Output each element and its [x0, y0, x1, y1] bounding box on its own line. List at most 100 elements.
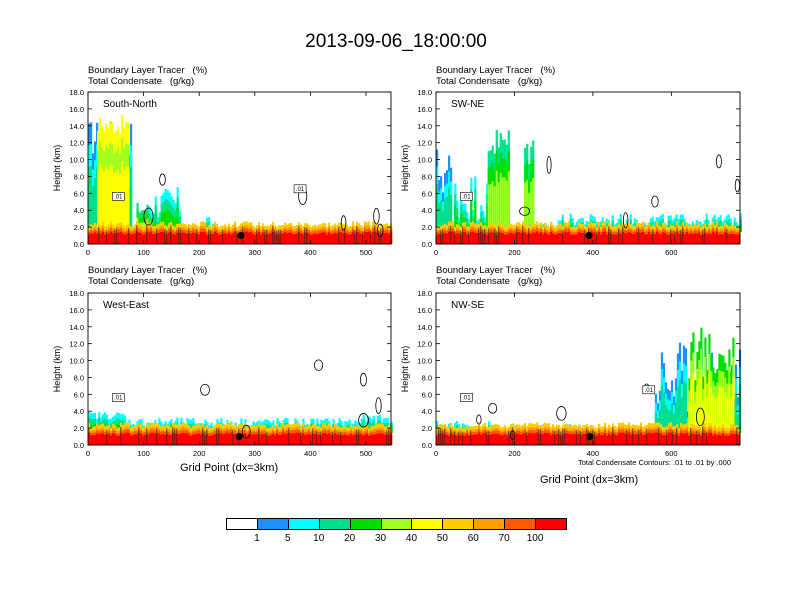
tracer-cell — [332, 233, 335, 244]
tracer-cell — [200, 231, 203, 244]
tracer-cell — [498, 434, 501, 445]
condensate-contour — [498, 226, 500, 244]
tracer-cell — [312, 234, 315, 244]
x-tick-label: 0 — [434, 449, 438, 458]
tracer-cell — [730, 433, 733, 445]
tracer-cell — [492, 433, 495, 445]
y-tick-label: 16.0 — [69, 105, 84, 114]
condensate-contour — [651, 195, 659, 208]
condensate-contour — [146, 225, 148, 244]
tracer-cell — [712, 435, 715, 445]
tracer-cell — [110, 231, 113, 244]
y-tick-label: 2.0 — [422, 424, 432, 433]
tracer-cell — [514, 233, 517, 244]
y-tick-label: 6.0 — [422, 390, 432, 399]
tracer-cell — [186, 233, 189, 244]
tracer-cell — [386, 232, 389, 244]
tracer-cell — [512, 233, 515, 244]
condensate-contour — [178, 227, 180, 244]
tracer-cell — [606, 234, 609, 244]
condensate-contour — [622, 212, 629, 229]
tracer-cell — [712, 231, 715, 244]
tracer-cell — [716, 231, 719, 244]
tracer-cell — [212, 233, 215, 244]
condensate-contour — [612, 427, 614, 445]
panel-label: South-North — [103, 99, 157, 110]
y-tick-label: 4.0 — [422, 206, 432, 215]
tracer-cell — [154, 213, 157, 232]
tracer-cell — [630, 434, 633, 445]
tracer-cell — [104, 234, 107, 244]
tracer-cell — [686, 432, 689, 445]
tracer-cell — [572, 234, 575, 244]
tracer-cell — [480, 434, 483, 445]
colorbar-cell — [349, 518, 382, 530]
tracer-cell — [592, 232, 595, 244]
tracer-cell — [164, 208, 167, 232]
tracer-cell — [730, 233, 733, 244]
tracer-cell — [108, 233, 111, 244]
tracer-cell — [648, 432, 651, 445]
condensate-contour — [374, 225, 376, 244]
tracer-cell — [472, 434, 475, 445]
colorbar-cell — [256, 518, 289, 530]
tracer-cell — [614, 434, 617, 445]
tracer-cell — [500, 435, 503, 445]
tracer-cell — [640, 232, 643, 244]
x-tick-label: 100 — [137, 248, 150, 257]
condensate-contour — [208, 229, 210, 244]
tracer-cell — [662, 232, 665, 244]
tracer-cell — [132, 234, 135, 244]
condensate-contour — [658, 426, 660, 445]
tracer-cell — [634, 434, 637, 445]
tracer-cell — [444, 198, 447, 232]
condensate-contour — [276, 230, 278, 244]
tracer-cell — [708, 432, 711, 445]
tracer-cell — [526, 234, 529, 244]
panel-label: SW-NE — [451, 99, 484, 110]
tracer-cell — [594, 232, 597, 244]
tracer-cell — [310, 234, 313, 244]
condensate-contour — [522, 225, 524, 244]
tracer-cell — [598, 231, 601, 244]
condensate-contour — [278, 229, 280, 244]
tracer-cell — [290, 232, 293, 244]
colorbar-cell — [226, 518, 258, 530]
tracer-cell — [698, 434, 701, 445]
tracer-cell — [718, 234, 721, 244]
contour-label-box — [293, 184, 307, 194]
tracer-cell — [664, 435, 667, 445]
tracer-cell — [724, 435, 727, 445]
tracer-cell — [101, 168, 104, 232]
condensate-contour — [638, 227, 640, 244]
tracer-cell — [190, 233, 193, 244]
tracer-cell — [722, 433, 725, 445]
tracer-cell — [688, 435, 691, 445]
tracer-cell — [620, 233, 623, 244]
tracer-cell — [228, 232, 231, 244]
condensate-contour — [508, 430, 510, 445]
tracer-cell — [94, 232, 97, 244]
condensate-contour — [622, 226, 624, 244]
condensate-contour — [460, 231, 462, 244]
y-axis-label: Height (km) — [400, 346, 410, 393]
tracer-cell — [284, 232, 287, 244]
tracer-cell — [722, 234, 725, 244]
condensate-contour — [116, 227, 118, 244]
tracer-cell — [440, 200, 443, 232]
tracer-cell — [548, 234, 551, 244]
tracer-cell — [732, 433, 735, 445]
tracer-cell — [698, 232, 701, 244]
tracer-cell — [452, 434, 455, 445]
tracer-cell — [634, 233, 637, 244]
tracer-cell — [328, 232, 331, 244]
tracer-cell — [566, 433, 569, 445]
condensate-contour — [546, 156, 552, 174]
tracer-cell — [138, 232, 141, 244]
tracer-cell — [612, 234, 615, 244]
tracer-cell — [505, 180, 508, 232]
condensate-contour — [143, 207, 154, 226]
contour-label-box — [112, 192, 125, 201]
tracer-cell — [268, 234, 271, 244]
tracer-cell — [330, 234, 333, 244]
